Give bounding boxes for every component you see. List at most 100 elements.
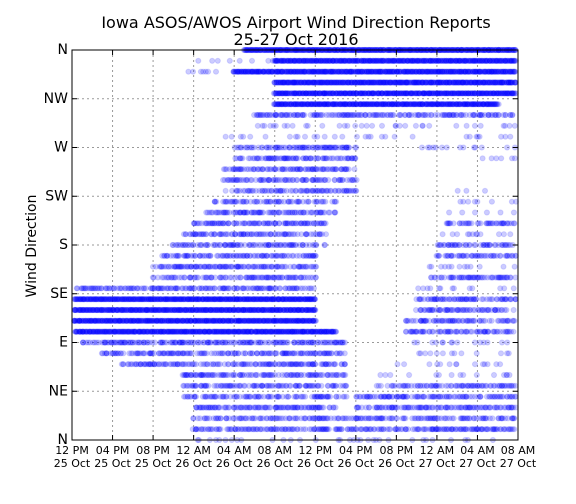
wind-report-point (500, 231, 507, 238)
wind-report-point (378, 122, 386, 129)
wind-report-point (222, 187, 229, 194)
wind-report-point (353, 187, 360, 194)
wind-report-point (382, 133, 389, 140)
wind-report-point (261, 122, 268, 129)
wind-report-point (284, 122, 291, 129)
wind-report-point (231, 68, 238, 75)
wind-report-point (477, 122, 484, 129)
wind-report-point (336, 122, 343, 129)
wind-report-point (262, 133, 269, 140)
wind-report-point (511, 263, 518, 270)
wind-report-point (310, 285, 318, 292)
wind-report-point (459, 209, 466, 216)
wind-report-point (469, 285, 476, 292)
wind-report-point (321, 133, 328, 140)
wind-report-point (468, 220, 475, 227)
wind-report-point (248, 57, 256, 64)
wind-report-point (345, 144, 352, 151)
wind-report-point (351, 144, 359, 151)
wind-report-point (511, 122, 518, 129)
wind-report-point (454, 231, 461, 238)
wind-report-point (344, 122, 351, 129)
wind-report-point (466, 133, 473, 140)
wind-report-point (189, 68, 197, 75)
wind-report-point (453, 122, 460, 129)
wind-report-point (507, 133, 514, 140)
wind-report-point (432, 144, 439, 151)
wind-report-point (443, 144, 450, 151)
wind-report-point (419, 122, 426, 129)
wind-report-point (345, 166, 352, 173)
wind-report-point (333, 198, 340, 205)
wind-report-point (507, 231, 514, 238)
wind-report-point (474, 198, 481, 205)
wind-report-point (247, 133, 254, 140)
wind-report-point (479, 155, 486, 162)
wind-report-point (427, 285, 434, 292)
wind-report-point (476, 263, 483, 270)
wind-report-point (471, 122, 478, 129)
wind-report-point (204, 241, 212, 249)
wind-report-point (512, 274, 519, 281)
wind-report-point (456, 263, 463, 270)
y-axis-label: Wind Direction (24, 195, 40, 298)
wind-report-point (322, 231, 330, 238)
wind-report-point (495, 101, 502, 108)
wind-report-point (305, 198, 312, 205)
wind-report-point (412, 122, 419, 129)
wind-report-point (389, 111, 396, 119)
wind-report-point (483, 209, 490, 216)
wind-report-point (332, 209, 339, 216)
wind-report-point (510, 209, 518, 216)
wind-report-point (472, 241, 479, 249)
wind-report-point (471, 209, 479, 216)
wind-report-point (352, 122, 359, 129)
wind-report-point (236, 57, 243, 64)
wind-report-point (353, 176, 360, 184)
wind-report-point (277, 285, 284, 292)
wind-report-point (510, 285, 517, 292)
wind-report-point (391, 133, 398, 140)
wind-report-point (286, 133, 293, 140)
wind-report-point (319, 122, 326, 129)
wind-report-point (325, 176, 332, 184)
wind-report-point (303, 176, 310, 184)
wind-report-point (239, 155, 246, 162)
wind-report-point (322, 220, 329, 227)
wind-report-point (428, 263, 435, 270)
wind-report-point (314, 133, 321, 140)
wind-report-point (301, 133, 309, 140)
wind-report-point (369, 122, 376, 129)
wind-report-point (222, 133, 229, 140)
wind-report-point (506, 122, 513, 129)
wind-report-point (351, 166, 358, 173)
wind-report-point (439, 231, 446, 238)
wind-report-point (501, 285, 508, 292)
wind-report-point (214, 57, 221, 64)
wind-report-point (312, 274, 319, 281)
wind-report-point (195, 274, 202, 281)
wind-report-point (511, 155, 519, 162)
wind-report-point (446, 209, 453, 216)
wind-report-point (367, 133, 374, 140)
wind-report-point (213, 198, 220, 205)
chart-title: Iowa ASOS/AWOS Airport Wind Direction Re… (101, 13, 490, 32)
wind-report-point (321, 241, 328, 249)
wind-report-point (272, 122, 279, 129)
wind-report-point (450, 220, 457, 227)
wind-report-point (352, 155, 359, 162)
wind-report-point (313, 241, 320, 249)
wind-report-point (304, 122, 311, 129)
grid-layer (72, 50, 518, 440)
wind-report-point (205, 68, 212, 75)
wind-report-point (207, 252, 214, 259)
wind-report-point (226, 57, 233, 64)
wind-report-point (301, 111, 308, 119)
wind-report-point (437, 285, 444, 292)
wind-report-point (409, 133, 416, 140)
wind-report-point (358, 122, 365, 129)
wind-report-point (454, 187, 461, 194)
wind-report-point (465, 198, 472, 205)
wind-report-point (237, 274, 244, 281)
wind-report-point (511, 220, 518, 227)
